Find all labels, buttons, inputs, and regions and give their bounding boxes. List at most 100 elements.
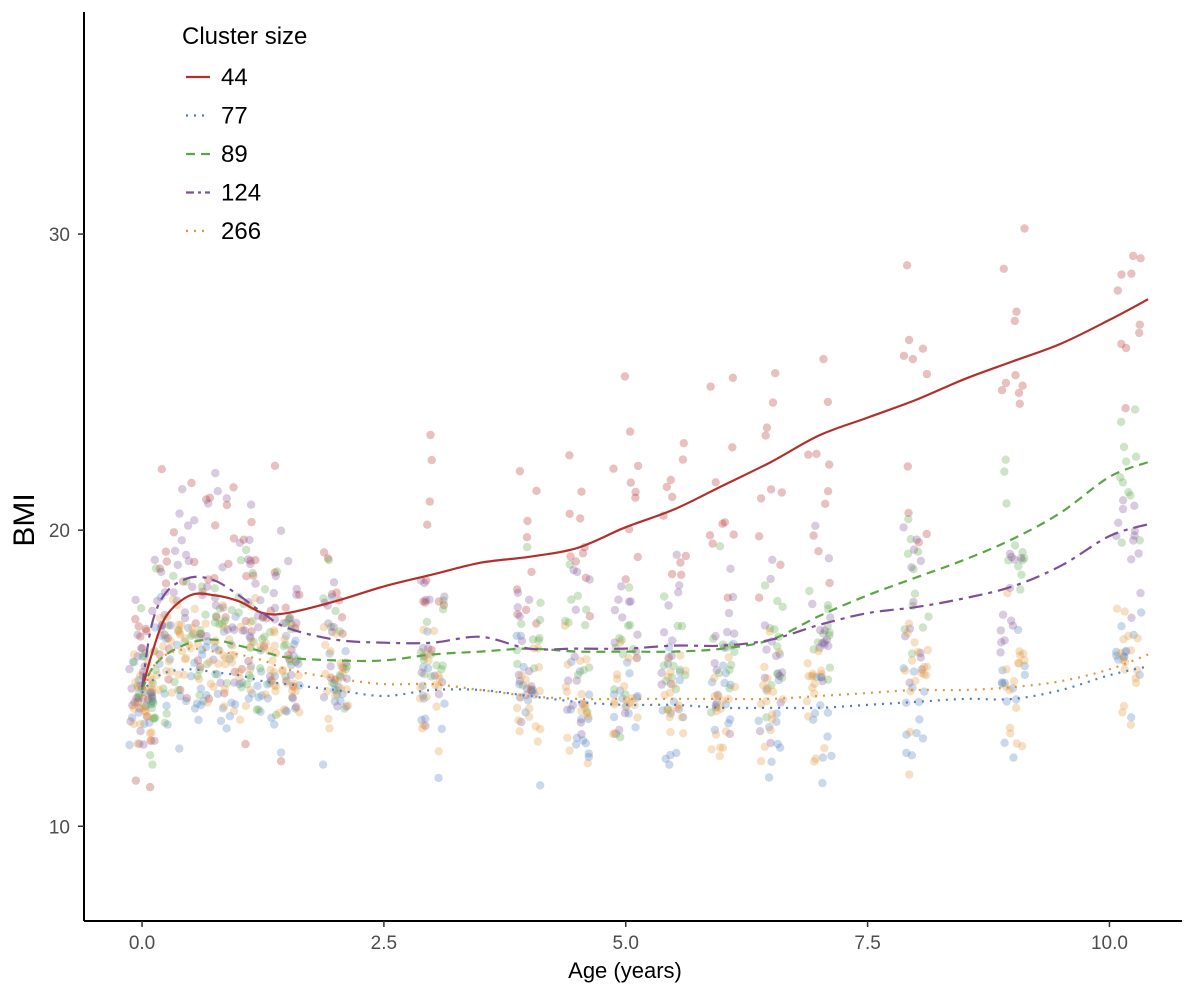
data-point: [176, 685, 185, 695]
data-point: [245, 671, 254, 680]
data-point: [908, 683, 917, 692]
data-point: [999, 264, 1008, 273]
data-point: [205, 493, 215, 502]
data-point: [763, 674, 772, 683]
data-point: [194, 715, 203, 725]
data-point: [256, 642, 265, 651]
data-point: [773, 642, 782, 651]
data-point: [754, 593, 764, 602]
data-point: [181, 653, 191, 663]
data-point: [584, 690, 594, 699]
data-point: [294, 659, 303, 669]
data-point: [439, 596, 448, 605]
data-point: [917, 668, 926, 677]
data-point: [157, 567, 166, 577]
data-point: [1126, 720, 1136, 729]
data-point: [767, 715, 777, 724]
data-point: [813, 638, 823, 647]
data-point: [610, 605, 620, 615]
data-point: [1130, 501, 1139, 510]
data-point: [434, 747, 443, 756]
data-point: [202, 660, 212, 669]
data-point: [581, 573, 591, 582]
data-point: [190, 604, 199, 614]
data-point: [176, 692, 185, 701]
data-point: [1120, 657, 1130, 667]
data-point: [899, 664, 908, 673]
data-point: [175, 630, 185, 639]
data-point: [534, 636, 543, 645]
data-point: [416, 683, 425, 692]
data-point: [1009, 677, 1019, 686]
data-point: [215, 604, 224, 613]
series-line-89: [141, 461, 1149, 691]
data-point: [716, 743, 725, 752]
data-point: [763, 683, 772, 693]
data-point: [618, 649, 627, 659]
data-point: [900, 625, 909, 634]
data-point: [174, 670, 183, 679]
data-point: [754, 716, 763, 725]
data-point: [618, 694, 627, 703]
data-point: [610, 729, 619, 738]
data-point: [321, 669, 330, 679]
data-point: [1122, 646, 1131, 656]
legend-label-266: 266: [221, 218, 261, 245]
data-point: [221, 654, 230, 663]
data-point: [257, 691, 266, 700]
data-point: [774, 675, 783, 685]
data-point: [220, 616, 229, 625]
data-point: [810, 709, 820, 718]
data-point: [529, 664, 539, 673]
data-point: [417, 715, 426, 725]
data-point: [1011, 695, 1021, 704]
data-point: [514, 716, 523, 725]
data-point: [674, 588, 683, 597]
data-point: [808, 599, 817, 609]
data-point: [1011, 371, 1020, 380]
data-point: [174, 685, 183, 695]
data-point: [278, 665, 287, 675]
data-point: [669, 661, 678, 671]
data-point: [1019, 649, 1028, 658]
data-point: [778, 602, 787, 611]
data-point: [338, 629, 347, 638]
data-point: [246, 633, 255, 643]
data-point: [899, 523, 908, 532]
data-point: [906, 535, 915, 544]
data-point: [234, 608, 243, 617]
data-point: [162, 709, 171, 718]
data-point: [155, 650, 164, 659]
data-point: [513, 659, 522, 669]
data-point: [582, 709, 592, 718]
data-point: [265, 672, 275, 681]
data-point: [578, 736, 588, 745]
data-point: [615, 686, 625, 695]
data-point: [817, 666, 826, 675]
data-point: [220, 689, 229, 698]
data-point: [902, 748, 911, 758]
data-point: [571, 557, 580, 566]
data-point: [279, 642, 289, 651]
data-point: [292, 618, 301, 628]
data-point: [331, 691, 340, 700]
data-point: [1131, 678, 1141, 688]
data-point: [291, 636, 300, 645]
data-point: [1016, 651, 1025, 660]
data-point: [175, 628, 184, 637]
data-point: [237, 683, 246, 692]
data-point: [143, 695, 153, 704]
data-point: [162, 557, 172, 566]
data-point: [675, 665, 685, 674]
data-point: [204, 499, 213, 508]
data-point: [578, 549, 588, 558]
x-tick-label: 10.0: [1091, 933, 1128, 954]
data-point: [633, 461, 643, 471]
data-point: [196, 684, 206, 693]
data-point: [1116, 473, 1125, 482]
y-axis-title: BMI: [8, 493, 41, 546]
data-point: [919, 662, 929, 672]
data-point: [145, 751, 155, 760]
data-point: [723, 627, 732, 637]
data-point: [211, 521, 220, 530]
